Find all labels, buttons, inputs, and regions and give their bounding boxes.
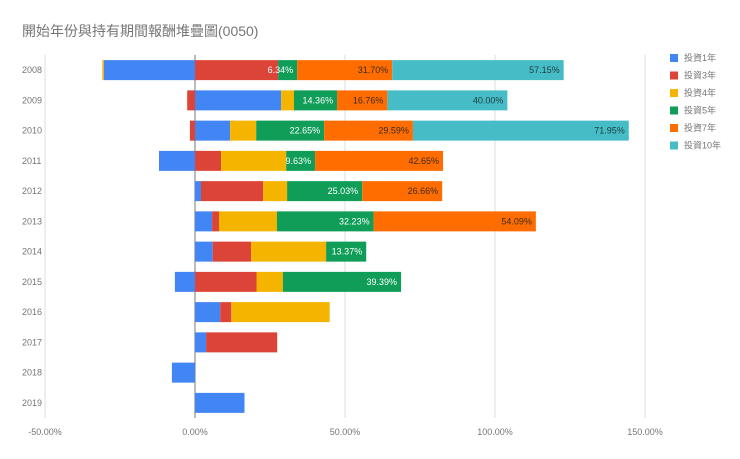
y-tick-label: 2015 [22,277,42,287]
y-tick-label: 2013 [22,216,42,226]
bar-segment-2011-2 [221,150,287,171]
bar-segment-2013-1 [212,211,219,232]
bar-segment-2014-3 [326,241,367,262]
y-tick-label: 2019 [22,398,42,408]
bar-segment-2010-3 [256,120,325,141]
data-label: 29.59% [378,126,409,136]
bar-segment-2011-0 [159,150,195,171]
data-label: 16.76% [353,95,384,105]
legend-label: 投資4年 [684,87,716,98]
bar-segment-2015-0 [174,271,195,292]
legend-swatch [670,124,678,132]
y-tick-label: 2009 [22,95,42,105]
bar-segment-2010-5 [412,120,629,141]
data-label: 9.63% [286,156,312,166]
data-label: 25.03% [328,186,359,196]
bar-segment-2017-0 [195,332,207,353]
legend-swatch [670,106,678,115]
bar-segment-2016-2 [231,302,330,323]
bar-segment-2012-4 [362,181,443,202]
bar-segment-2010-2 [230,120,257,141]
bar-segment-2013-4 [373,211,536,232]
legend-label: 投資3年 [684,70,716,81]
bar-segment-2015-3 [282,271,402,292]
bar-segment-2010-0 [195,120,231,141]
y-tick-label: 2014 [22,247,42,257]
bar-segment-2014-1 [212,241,252,262]
bar-segment-2008-3 [278,60,298,81]
bar-segment-2009-1 [187,90,195,111]
legend-label: 投資10年 [684,140,721,151]
bar-segment-2014-0 [195,241,213,262]
bar-segment-2008-5 [392,60,564,81]
y-tick-label: 2008 [22,65,42,75]
bar-segment-2008-0 [103,60,195,81]
bar-segment-2013-0 [195,211,213,232]
bar-segment-2009-0 [195,90,282,111]
bar-segment-2008-1 [195,60,279,81]
data-label: 57.15% [529,65,560,75]
bar-segment-2011-1 [195,150,222,171]
legend-label: 投資7年 [684,122,716,133]
bar-segment-2011-4 [315,150,444,171]
bar-segment-2013-2 [219,211,277,232]
legend-swatch [670,141,678,150]
bar-segment-2012-3 [287,181,363,202]
bar-segment-2018-0 [171,362,195,383]
bar-segment-2010-1 [189,120,195,141]
data-label: 31.70% [358,65,389,75]
legend-label: 投資1年 [684,52,716,63]
bar-segment-2012-0 [195,181,201,202]
y-tick-label: 2010 [22,126,42,136]
bar-segment-2012-1 [201,181,264,202]
y-tick-label: 2011 [22,156,41,166]
x-tick-label: 150.00% [627,427,663,437]
data-label: 32.23% [339,216,370,226]
bar-segment-2010-4 [324,120,413,141]
bar-segment-2013-3 [276,211,374,232]
data-label: 22.65% [290,126,321,136]
data-label: 6.34% [268,65,294,75]
x-tick-label: 50.00% [330,427,361,437]
bar-segment-2009-4 [337,90,388,111]
data-label: 42.65% [409,156,440,166]
bar-segment-2016-1 [220,302,232,323]
data-label: 26.66% [408,186,439,196]
bar-segment-2015-1 [195,271,257,292]
legend-swatch [670,54,678,62]
y-tick-label: 2012 [22,186,42,196]
y-tick-label: 2017 [22,337,42,347]
data-label: 14.36% [303,95,334,105]
x-tick-label: 0.00% [182,427,208,437]
bar-segment-2011-3 [286,150,316,171]
data-label: 39.39% [367,277,398,287]
y-tick-label: 2016 [22,307,42,317]
y-tick-label: 2018 [22,368,42,378]
data-label: 13.37% [332,247,363,257]
bar-segment-2015-2 [256,271,283,292]
bar-segment-2008-2 [102,60,104,81]
bar-segment-2009-3 [294,90,338,111]
legend-swatch [670,71,678,80]
legend-label: 投資5年 [684,105,716,116]
bar-segment-2009-5 [387,90,508,111]
data-label: 54.09% [501,216,532,226]
bar-segment-2008-4 [297,60,393,81]
bar-segment-2012-2 [263,181,288,202]
bar-segment-2019-0 [195,392,245,413]
bar-segment-2009-2 [281,90,294,111]
x-tick-label: 100.00% [477,427,513,437]
chart-title: 開始年份與持有期間報酬堆疊圖(0050) [22,23,258,39]
data-label: 71.95% [594,126,625,136]
x-tick-label: -50.00% [28,427,62,437]
bar-segment-2017-1 [206,332,278,353]
bar-segment-2014-2 [251,241,327,262]
legend-swatch [670,89,678,97]
data-label: 40.00% [473,95,504,105]
bar-segment-2016-0 [195,302,221,323]
